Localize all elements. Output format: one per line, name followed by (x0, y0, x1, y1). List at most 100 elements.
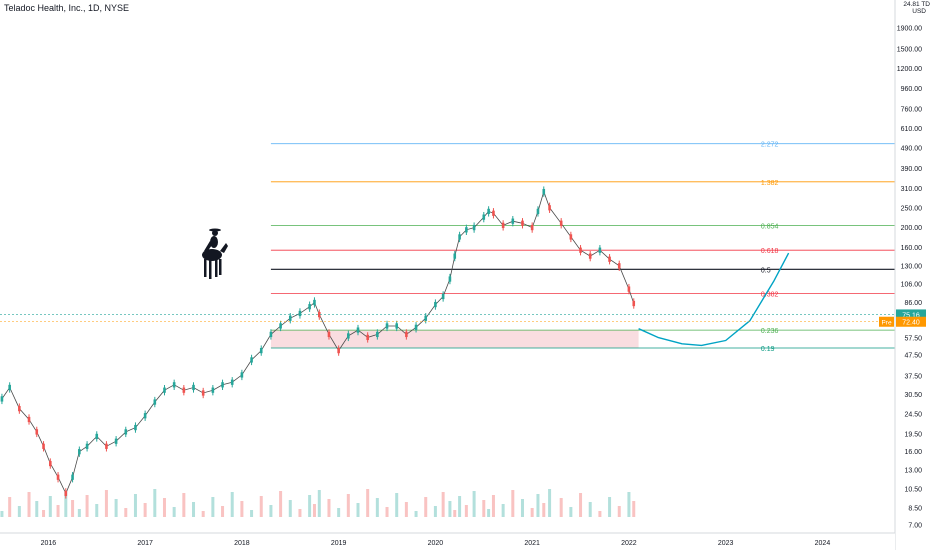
candle-body (487, 208, 490, 215)
volume-bar (385, 507, 389, 517)
candle-body (49, 460, 52, 467)
volume-bar (472, 491, 476, 517)
currency-label: 24.81 TD (903, 1, 930, 8)
volume-bar (453, 510, 457, 517)
volume-bar (71, 500, 75, 517)
candle-body (588, 253, 592, 259)
fib-level-label: 0.236 (761, 328, 779, 335)
volume-bar (448, 501, 452, 517)
volume-bar (17, 506, 21, 517)
fib-level-label: 0.19 (761, 346, 775, 353)
volume-bar (617, 506, 621, 517)
candle-body (211, 387, 215, 393)
volume-bar (104, 490, 108, 517)
candle-body (632, 300, 636, 307)
time-tick-label: 2020 (428, 540, 444, 547)
price-tick-label: 490.00 (901, 146, 923, 153)
candle-body (64, 490, 68, 497)
volume-bar (317, 490, 321, 517)
price-tick-label: 130.00 (901, 263, 923, 270)
price-tick-label: 24.50 (904, 411, 922, 418)
candle-body (134, 424, 137, 431)
price-tick-label: 610.00 (901, 126, 923, 133)
volume-bar (366, 489, 370, 517)
price-tick-label: 16.00 (904, 449, 922, 456)
candle-body (163, 387, 166, 393)
price-tick-label: 1200.00 (897, 66, 922, 73)
volume-bar (0, 511, 4, 517)
candle-body (201, 390, 205, 396)
price-tick-label: 30.50 (904, 392, 922, 399)
volume-bar (35, 501, 39, 517)
price-tick-label: 37.50 (904, 374, 922, 381)
price-tick-label: 57.50 (904, 336, 922, 343)
price-tick-label: 390.00 (901, 166, 923, 173)
volume-bar (375, 498, 379, 517)
candle-body (617, 263, 621, 269)
volume-bar (64, 491, 68, 517)
candle-body (472, 224, 476, 231)
volume-bar (288, 500, 292, 517)
price-series-line[interactable] (1, 190, 635, 495)
volume-bar (269, 505, 273, 517)
volume-bar (424, 497, 428, 517)
candle-body (441, 293, 445, 300)
time-tick-label: 2019 (331, 540, 347, 547)
volume-bar (240, 501, 244, 517)
candle-body (230, 379, 234, 385)
volume-bar (404, 502, 408, 517)
price-tick-label: 250.00 (901, 205, 923, 212)
volume-bar (433, 506, 437, 517)
candle-body (376, 331, 379, 338)
currency-unit: USD (912, 8, 926, 15)
candle-body (482, 214, 486, 220)
volume-bar (511, 490, 515, 517)
volume-bar (133, 494, 137, 517)
volume-bar (114, 499, 118, 517)
candle-body (458, 234, 461, 240)
candle-body (317, 311, 321, 318)
price-tick-label: 19.50 (904, 432, 922, 439)
candle-body (279, 323, 282, 329)
volume-bar (124, 508, 128, 517)
price-tick-label: 10.50 (904, 487, 922, 494)
volume-bar (482, 500, 486, 517)
candle-body (395, 323, 399, 329)
candle-body (448, 276, 452, 282)
pre-tag (879, 316, 894, 327)
volume-bar (598, 511, 602, 517)
candle-body (608, 256, 611, 262)
fib-level-label: 2.272 (761, 142, 779, 149)
price-tick-label: 200.00 (901, 225, 923, 232)
price-tick-label: 310.00 (901, 186, 923, 193)
volume-bar (346, 494, 350, 517)
volume-bar (279, 491, 283, 517)
candle-body (78, 449, 81, 455)
candle-body (18, 405, 21, 412)
pre-tag-label: Pre (881, 320, 892, 327)
volume-bar (201, 511, 205, 517)
volume-bar (491, 495, 495, 517)
price-tick-label: 47.50 (904, 353, 922, 360)
candle-body (56, 474, 60, 480)
fib-level-label: 1.382 (761, 180, 779, 187)
volume-bar (42, 510, 46, 517)
volume-bar (588, 502, 592, 517)
candle-body (172, 382, 176, 388)
volume-bar (56, 505, 60, 517)
volume-bar (250, 510, 254, 517)
fib-level-label: 0.5 (761, 267, 771, 274)
candle-body (8, 384, 11, 391)
candle-body (313, 299, 316, 306)
volume-bar (77, 509, 81, 517)
volume-bar (501, 504, 505, 517)
candle-body (598, 247, 602, 253)
candle-body (521, 220, 524, 226)
projection-curve[interactable] (638, 252, 790, 347)
volume-bar (192, 502, 196, 517)
horse-rider-icon (202, 228, 228, 279)
candle-body (569, 234, 573, 240)
candle-body (337, 347, 340, 354)
